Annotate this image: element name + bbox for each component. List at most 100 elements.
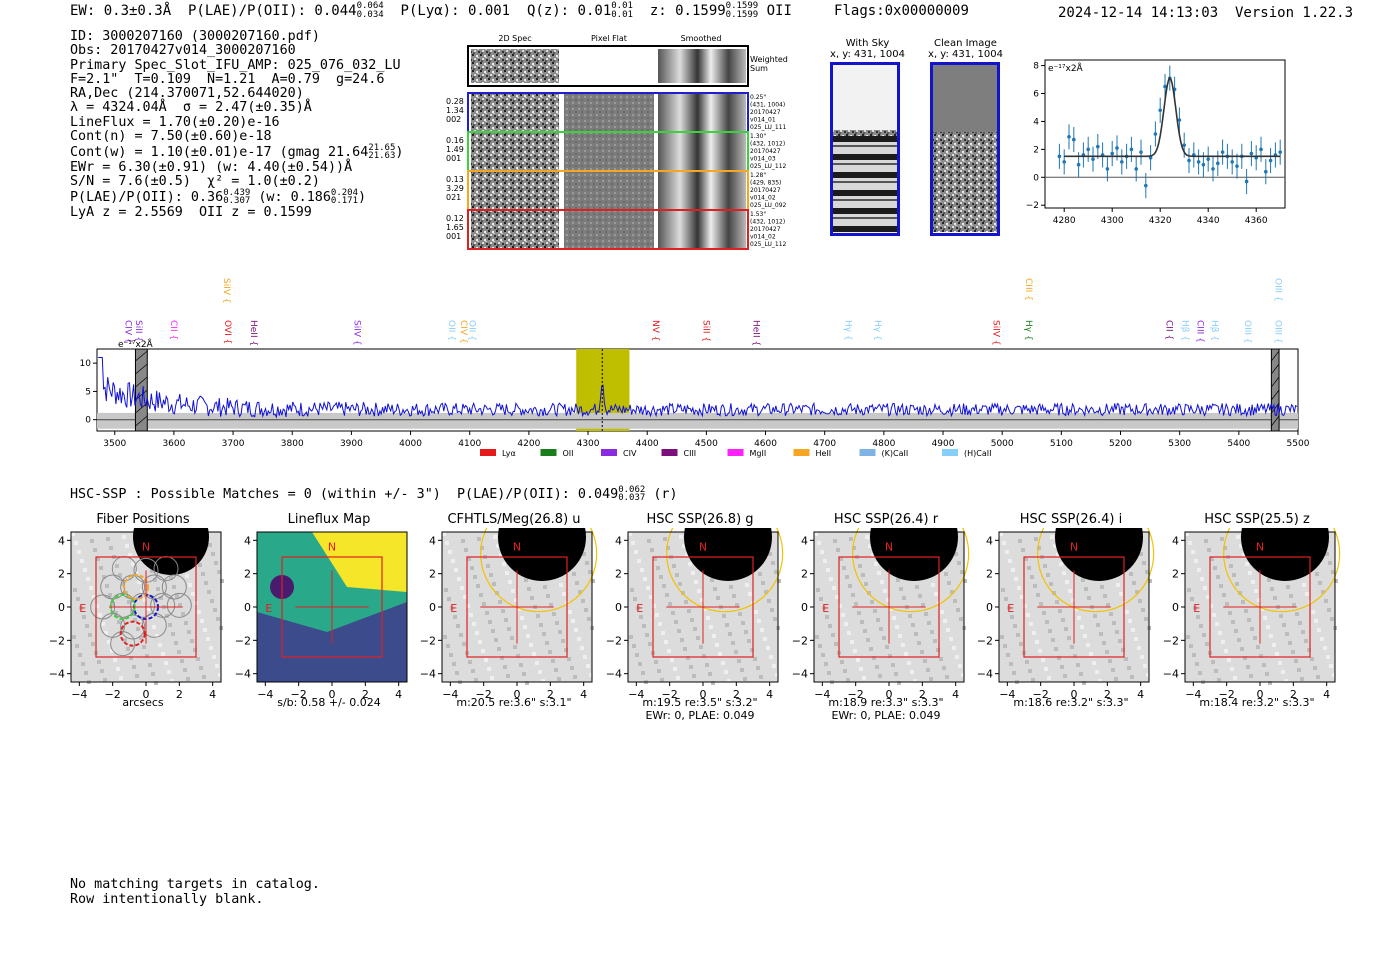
cutout-noise [1288,641,1292,645]
spectral-line-label: OIII { [1273,320,1283,344]
stamp-pixel-flat [564,94,654,131]
cutout-noise [895,625,899,629]
cutout-xlabel: m:19.5 re:3.5" s:3.2" EWr: 0, PLAE: 0.049 [610,696,790,722]
stamp-row-left-label: 001 [446,232,461,241]
cutout-noise [851,593,855,597]
cutout-noise [868,544,872,548]
info-line: Cont(n) = 7.50(±0.60)e-18 [70,129,272,145]
clean-image-title: Clean Image x, y: 431, 1004 [928,38,1003,60]
cutout-noise [445,541,449,545]
galaxy-aperture [852,528,970,613]
cutout-noise [636,606,640,610]
cutout-noise [1269,634,1273,638]
cutout-noise [706,616,710,620]
cutout-noise [217,570,221,574]
cutout-noise [931,583,935,587]
cutout-noise [913,679,917,683]
spectrum-ytick-label: 0 [85,416,91,426]
spectral-line-label: SiIV { [221,278,231,304]
cutout-noise [462,642,466,646]
stamp-row-left-label: 1.34 [446,106,464,115]
cutout-noise [1144,617,1148,621]
cutout-noise [818,644,822,648]
cutout-ytick-label: −4 [977,668,993,681]
cutout-noise [737,659,741,663]
cutout-noise [753,657,757,661]
spectrum-xtick-label: 3900 [340,439,363,449]
cutout-noise [646,586,650,590]
cutout-noise [1051,638,1055,642]
cutout-noise [775,673,779,677]
cutout-noise [731,641,735,645]
cutout-noise [1026,613,1030,617]
cutout-noise [1330,617,1334,621]
cutout-noise [520,616,524,620]
cutout-noise [838,604,842,608]
cutout-noise [638,662,642,666]
cutout-noise [446,644,450,648]
cutout-noise [467,557,471,561]
cutout-noise [82,615,86,619]
cutout-noise [1272,643,1276,647]
bright-source [684,528,772,581]
cutout-noise [486,564,490,568]
cutout-noise [1243,656,1247,660]
cutout-noise [743,677,747,681]
cutout-noise [536,614,540,618]
cutout-noise [558,630,562,634]
cutout-noise [927,621,931,625]
cutout-noise [564,648,568,652]
cutout-noise [143,598,147,602]
cutout-noise [1118,639,1122,643]
fit-data-point [1134,167,1138,171]
cutout-noise [770,608,774,612]
cutout-ytick-label: 0 [429,601,436,614]
cutout-noise [442,532,446,536]
cutout-ytick-label: 0 [801,601,808,614]
cutout-panel: N E −4 −4 −2 −2 0 0 2 2 4 4 [792,528,970,701]
cutout-noise [1240,647,1244,651]
cutout-noise [476,584,480,588]
cutout-noise [683,647,687,651]
cutout-noise [1124,657,1128,661]
cutout-noise [1251,580,1255,584]
cutout-noise [587,617,591,621]
cutout-noise [97,660,101,664]
stamp-row-right-label: 0.25" [750,94,766,101]
cutout-ytick-label: 4 [1172,534,1179,547]
cutout-noise [1214,669,1218,673]
cutout-xtick-label: 4 [952,688,959,701]
cutout-ytick-label: −2 [1163,634,1179,647]
stamp-header-flat: Pixel Flat [591,34,627,43]
cutout-noise [721,661,725,665]
stamp-2d-spec [471,133,559,170]
fit-data-point [1244,179,1249,184]
cutout-noise [513,645,517,649]
north-label: N [513,540,521,553]
cutout-noise [501,609,505,613]
cutout-xlabel: m:20.5 re:3.6" s:3.1" [456,696,572,709]
legend-label: (H)CaII [964,449,991,458]
cutout-noise [654,660,658,664]
fit-data-point [1086,147,1090,152]
fit-xtick-label: 4340 [1197,216,1220,226]
fiber-circle [141,574,167,600]
cutout-noise [463,595,467,599]
cutout-noise [1302,583,1306,587]
cutout-noise [1270,587,1274,591]
cutout-noise [113,658,117,662]
cutout-noise [841,613,845,617]
cutout-noise [631,541,635,545]
cutout-ytick-label: 4 [429,534,436,547]
cutout-noise [960,570,964,574]
cutout-ytick-label: 2 [429,568,436,581]
cutout-noise [1228,611,1232,615]
cutout-noise [74,541,78,545]
cutout-ytick-label: 0 [986,601,993,614]
cutout-noise [1065,580,1069,584]
search-box [652,556,754,658]
cutout-noise [1190,597,1194,601]
cutout-noise [1145,570,1149,574]
cutout-xtick-label: 0 [886,688,893,701]
cutout-noise [119,676,123,680]
